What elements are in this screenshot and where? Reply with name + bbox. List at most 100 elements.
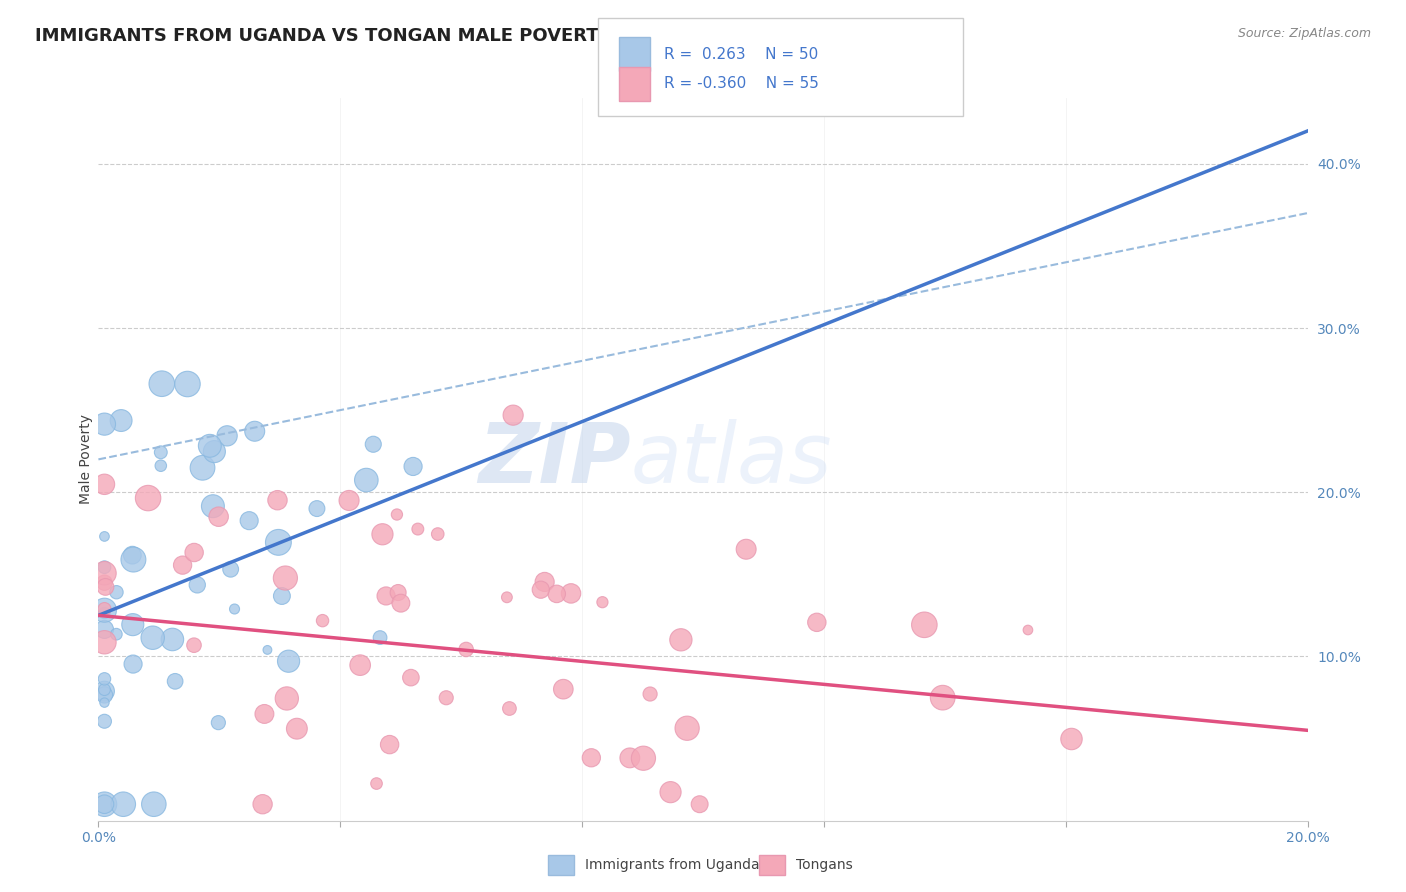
Point bbox=[456, 642, 478, 657]
Point bbox=[93, 672, 115, 686]
Point bbox=[202, 444, 225, 458]
Point bbox=[530, 582, 553, 597]
Point bbox=[93, 529, 115, 543]
Point bbox=[93, 696, 115, 710]
Point bbox=[183, 638, 205, 652]
Point bbox=[502, 408, 524, 422]
Point bbox=[735, 542, 758, 557]
Point bbox=[591, 595, 613, 609]
Point bbox=[93, 575, 115, 590]
Point bbox=[399, 671, 422, 685]
Point bbox=[191, 460, 214, 475]
Point bbox=[252, 797, 274, 812]
Point bbox=[93, 417, 115, 431]
Point bbox=[93, 682, 115, 697]
Y-axis label: Male Poverty: Male Poverty bbox=[79, 415, 93, 504]
Point bbox=[633, 751, 655, 765]
Point bbox=[274, 571, 297, 585]
Point bbox=[1017, 623, 1039, 637]
Point bbox=[93, 688, 115, 702]
Point bbox=[93, 623, 115, 637]
Point bbox=[689, 797, 711, 812]
Text: atlas: atlas bbox=[630, 419, 832, 500]
Text: Tongans: Tongans bbox=[796, 858, 852, 872]
Point bbox=[266, 493, 288, 508]
Point bbox=[1060, 731, 1083, 746]
Point bbox=[277, 654, 299, 668]
Point bbox=[93, 606, 115, 620]
Point bbox=[93, 797, 115, 812]
Point bbox=[402, 459, 425, 474]
Point bbox=[172, 558, 194, 573]
Point bbox=[110, 413, 132, 427]
Text: IMMIGRANTS FROM UGANDA VS TONGAN MALE POVERTY CORRELATION CHART: IMMIGRANTS FROM UGANDA VS TONGAN MALE PO… bbox=[35, 27, 834, 45]
Point bbox=[165, 674, 187, 689]
Text: R =  0.263    N = 50: R = 0.263 N = 50 bbox=[664, 47, 818, 62]
Point bbox=[931, 690, 953, 705]
Point bbox=[406, 522, 429, 536]
Point bbox=[619, 751, 641, 765]
Point bbox=[93, 602, 115, 616]
Point bbox=[150, 376, 173, 391]
Point bbox=[533, 574, 555, 589]
Point bbox=[912, 617, 935, 632]
Point bbox=[496, 591, 519, 605]
Point bbox=[311, 614, 333, 628]
Point bbox=[198, 439, 221, 453]
Point bbox=[105, 585, 128, 599]
Point bbox=[136, 491, 159, 505]
Point bbox=[122, 552, 145, 566]
Point bbox=[638, 687, 661, 701]
Point bbox=[366, 776, 388, 790]
Text: ZIP: ZIP bbox=[478, 419, 630, 500]
Point bbox=[162, 632, 184, 647]
Point bbox=[224, 602, 246, 616]
Point bbox=[93, 477, 115, 491]
Point bbox=[375, 589, 398, 603]
Point bbox=[201, 499, 224, 513]
Point bbox=[385, 508, 408, 522]
Point bbox=[93, 797, 115, 812]
Point bbox=[183, 545, 205, 559]
Point bbox=[149, 445, 172, 459]
Point bbox=[337, 493, 360, 508]
Point bbox=[207, 509, 229, 524]
Point bbox=[426, 527, 449, 541]
Point bbox=[378, 738, 401, 752]
Text: R = -0.360    N = 55: R = -0.360 N = 55 bbox=[664, 77, 818, 91]
Point bbox=[498, 701, 520, 715]
Point bbox=[285, 722, 308, 736]
Point bbox=[270, 589, 292, 603]
Point bbox=[253, 706, 276, 721]
Point bbox=[207, 715, 229, 730]
Point bbox=[93, 566, 115, 581]
Point bbox=[176, 377, 198, 392]
Point bbox=[806, 615, 828, 630]
Point bbox=[219, 562, 242, 576]
Point bbox=[276, 691, 298, 706]
Text: Immigrants from Uganda: Immigrants from Uganda bbox=[585, 858, 759, 872]
Point bbox=[546, 587, 568, 601]
Point bbox=[349, 658, 371, 673]
Point bbox=[121, 548, 143, 562]
Point bbox=[121, 617, 143, 632]
Point bbox=[553, 682, 575, 697]
Point bbox=[669, 632, 692, 647]
Point bbox=[186, 578, 208, 592]
Point bbox=[356, 473, 378, 487]
Point bbox=[267, 535, 290, 549]
Point bbox=[305, 501, 328, 516]
Point bbox=[560, 586, 582, 600]
Point bbox=[93, 635, 115, 649]
Point bbox=[122, 657, 145, 671]
Point bbox=[676, 721, 699, 735]
Point bbox=[105, 627, 128, 641]
Point bbox=[434, 690, 457, 705]
Point bbox=[93, 684, 115, 698]
Point bbox=[581, 751, 603, 765]
Point bbox=[389, 596, 412, 610]
Point bbox=[217, 429, 239, 443]
Point bbox=[387, 585, 409, 599]
Point bbox=[142, 631, 165, 645]
Point bbox=[368, 631, 391, 645]
